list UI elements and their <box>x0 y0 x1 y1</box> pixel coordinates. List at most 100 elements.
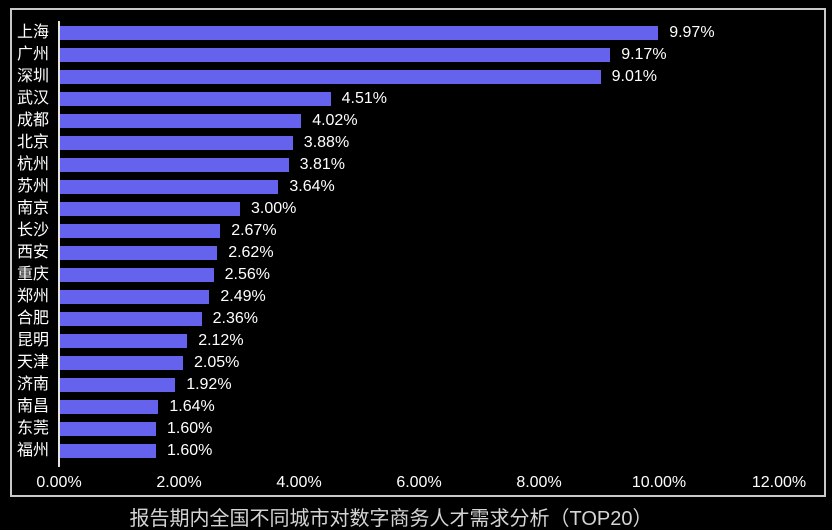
data-label: 2.56% <box>224 266 270 283</box>
bar <box>60 356 183 370</box>
bar-area: 4.51% <box>56 88 824 110</box>
table-row: 东莞 1.60% <box>12 418 824 440</box>
bar-area: 9.97% <box>56 22 824 44</box>
bar <box>60 224 221 238</box>
table-row: 南昌 1.64% <box>12 396 824 418</box>
table-row: 上海 9.97% <box>12 22 824 44</box>
data-label: 9.01% <box>611 68 657 85</box>
table-row: 济南 1.92% <box>12 374 824 396</box>
chart-frame: 上海 9.97% 广州 9.17% 深圳 9.01% 武汉 4.51% 成都 4.02% 北京 3.8… <box>10 8 826 497</box>
x-axis-tick-label: 12.00% <box>751 474 807 491</box>
category-label: 西安 <box>16 244 49 261</box>
data-label: 1.64% <box>169 398 215 415</box>
data-label: 3.88% <box>303 134 350 151</box>
bar <box>60 268 214 282</box>
table-row: 北京 3.88% <box>12 132 824 154</box>
data-label: 1.60% <box>167 442 213 459</box>
data-label: 2.49% <box>220 288 266 305</box>
data-label: 9.17% <box>621 46 667 63</box>
table-row: 天津 2.05% <box>12 352 824 374</box>
bar <box>60 92 331 106</box>
category-label: 东莞 <box>16 420 49 437</box>
bar-area: 1.60% <box>56 418 824 440</box>
bar <box>60 378 176 392</box>
table-row: 深圳 9.01% <box>12 66 824 88</box>
data-label: 1.92% <box>186 376 232 393</box>
bar-area: 1.92% <box>56 374 824 396</box>
category-label: 苏州 <box>16 178 49 195</box>
bar-area: 2.62% <box>56 242 824 264</box>
data-label: 2.12% <box>198 332 244 349</box>
x-axis-tick-label: 4.00% <box>276 474 322 491</box>
category-label: 成都 <box>16 112 49 129</box>
table-row: 广州 9.17% <box>12 44 824 66</box>
data-label: 3.81% <box>299 156 345 173</box>
bar <box>60 334 188 348</box>
bar-area: 3.00% <box>56 198 824 220</box>
bar <box>60 70 601 84</box>
bar <box>60 444 156 458</box>
table-row: 昆明 2.12% <box>12 330 824 352</box>
bar-rows: 上海 9.97% 广州 9.17% 深圳 9.01% 武汉 4.51% 成都 4.02% 北京 3.8… <box>12 22 824 462</box>
category-label: 重庆 <box>16 266 49 283</box>
data-label: 9.97% <box>669 24 715 41</box>
bar <box>60 136 293 150</box>
x-axis-tick-label: 6.00% <box>396 474 442 491</box>
bar-area: 4.02% <box>56 110 824 132</box>
table-row: 郑州 2.49% <box>12 286 824 308</box>
bar-area: 2.12% <box>56 330 824 352</box>
bar <box>60 158 289 172</box>
data-label: 2.67% <box>231 222 277 239</box>
bar-area: 9.17% <box>56 44 824 66</box>
bar-area: 2.56% <box>56 264 824 286</box>
x-axis-tick-label: 0.00% <box>36 474 82 491</box>
bar-area: 2.49% <box>56 286 824 308</box>
category-label: 南昌 <box>16 398 49 415</box>
bar-area: 1.60% <box>56 440 824 462</box>
bar <box>60 202 240 216</box>
bar-area: 2.36% <box>56 308 824 330</box>
bar-area: 1.64% <box>56 396 824 418</box>
bar <box>60 290 210 304</box>
category-label: 郑州 <box>16 288 49 305</box>
category-label: 广州 <box>16 46 49 63</box>
table-row: 苏州 3.64% <box>12 176 824 198</box>
bar-area: 9.01% <box>56 66 824 88</box>
category-label: 合肥 <box>16 310 49 327</box>
bar-area: 3.64% <box>56 176 824 198</box>
table-row: 合肥 2.36% <box>12 308 824 330</box>
x-axis-tick-label: 8.00% <box>516 474 562 491</box>
category-label: 北京 <box>16 134 49 151</box>
bar <box>60 26 659 40</box>
data-label: 2.36% <box>212 310 258 327</box>
bar-area: 2.05% <box>56 352 824 374</box>
bar-area: 3.88% <box>56 132 824 154</box>
x-axis-tick-label: 2.00% <box>156 474 202 491</box>
value-axis: 0.00% 2.00% 4.00% 6.00% 8.00% 10.00% 12.00% <box>12 474 824 494</box>
category-label: 深圳 <box>16 68 49 85</box>
bar <box>60 400 159 414</box>
category-label: 昆明 <box>16 332 49 349</box>
bar-area: 2.67% <box>56 220 824 242</box>
table-row: 长沙 2.67% <box>12 220 824 242</box>
data-label: 2.05% <box>194 354 240 371</box>
data-label: 3.00% <box>251 200 297 217</box>
category-label: 济南 <box>16 376 49 393</box>
data-label: 3.64% <box>289 178 335 195</box>
bar <box>60 246 218 260</box>
data-label: 1.60% <box>167 420 213 437</box>
data-label: 4.02% <box>312 112 358 129</box>
table-row: 重庆 2.56% <box>12 264 824 286</box>
table-row: 南京 3.00% <box>12 198 824 220</box>
category-label: 杭州 <box>16 156 49 173</box>
category-label: 武汉 <box>16 90 49 107</box>
bar <box>60 48 611 62</box>
bar <box>60 312 202 326</box>
bar <box>60 422 156 436</box>
table-row: 武汉 4.51% <box>12 88 824 110</box>
category-axis-line <box>58 21 60 467</box>
table-row: 西安 2.62% <box>12 242 824 264</box>
table-row: 福州 1.60% <box>12 440 824 462</box>
x-axis-tick-label: 10.00% <box>631 474 687 491</box>
table-row: 杭州 3.81% <box>12 154 824 176</box>
